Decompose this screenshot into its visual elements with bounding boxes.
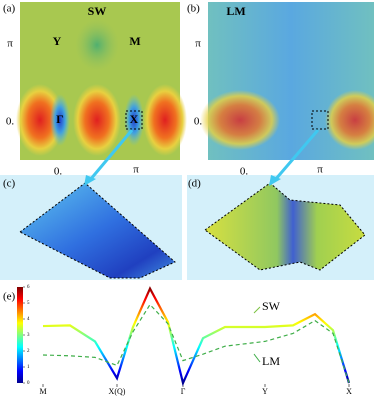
point-label: X <box>130 112 139 126</box>
axis-label: π <box>133 164 139 176</box>
x-tick-label: X <box>346 387 352 396</box>
panel-a-map <box>16 2 187 160</box>
panel-d-surface <box>187 175 374 280</box>
panel-label: (a) <box>3 3 16 15</box>
axis-label: π <box>7 38 13 50</box>
axis-label: π <box>195 38 201 50</box>
panel-b-map <box>200 2 374 160</box>
axis-label: π <box>317 164 323 176</box>
x-tick-label: Y <box>262 387 268 396</box>
series-line <box>42 303 350 384</box>
legend-pointer <box>253 353 261 363</box>
line-chart: 0 1 2 3 4 5 6 M X(Q) Γ Y X SW LM <box>17 285 352 396</box>
axis-label: 0. <box>54 166 63 178</box>
panel-label: (b) <box>187 3 200 15</box>
colorbar-label: 1 <box>27 365 30 370</box>
panel-title: SW <box>88 4 107 18</box>
legend-pointer <box>253 306 261 314</box>
colorbar-label: 4 <box>27 317 30 322</box>
panel-c-surface <box>0 175 182 280</box>
arrows <box>84 129 320 186</box>
x-tick-label: X(Q) <box>109 387 126 396</box>
colorbar-label: 6 <box>27 285 30 290</box>
panel-label: (c) <box>3 178 16 190</box>
x-tick-label: M <box>39 387 46 396</box>
legend-label: SW <box>262 299 281 313</box>
panel-label: (e) <box>3 291 16 303</box>
axis-label: 0. <box>194 116 203 128</box>
axis-label: 0. <box>6 116 15 128</box>
panel-label: (d) <box>188 178 201 190</box>
series-line <box>42 286 351 387</box>
x-tick-label: Γ <box>181 387 186 396</box>
colorbar-label: 5 <box>27 301 30 306</box>
point-label: M <box>129 34 140 48</box>
colorbar-label: 3 <box>27 333 30 338</box>
panel-title: LM <box>226 4 245 18</box>
colorbar-label: 2 <box>27 349 30 354</box>
colorbar <box>17 287 23 383</box>
point-label: Γ <box>56 112 64 126</box>
axis-label: 0. <box>240 166 249 178</box>
legend-label: LM <box>262 354 280 368</box>
point-label: Y <box>53 34 62 48</box>
colorbar-label: 0 <box>27 381 30 386</box>
